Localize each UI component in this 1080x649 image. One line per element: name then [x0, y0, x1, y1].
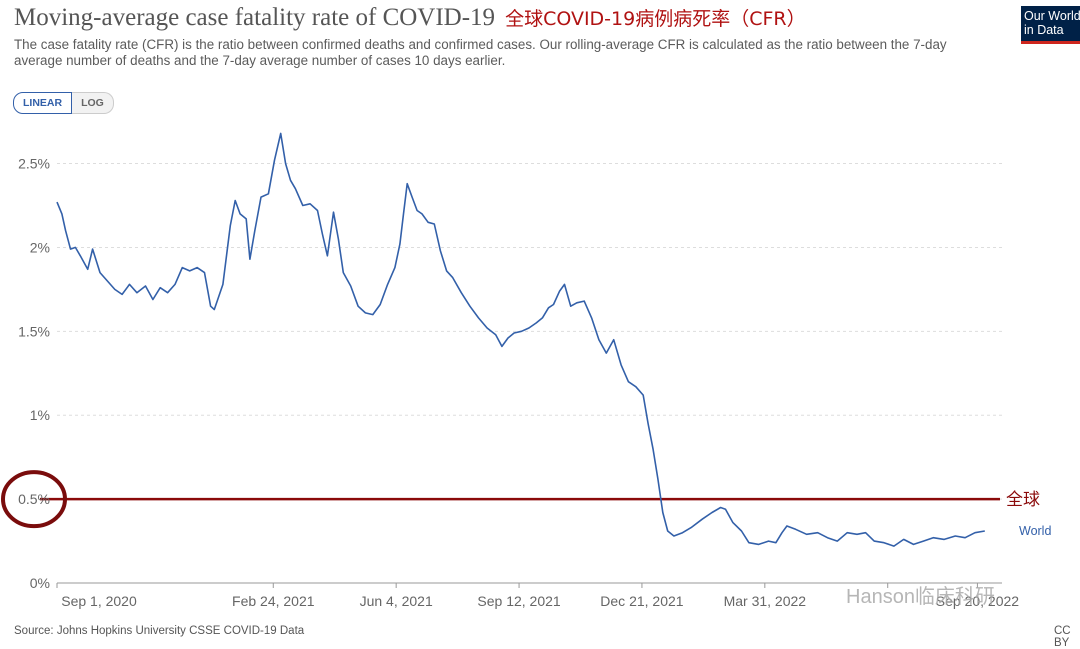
log-scale-button[interactable]: LOG: [72, 92, 114, 114]
reference-layer: 全球: [1, 470, 1040, 529]
chart-subtitle: The case fatality rate (CFR) is the rati…: [14, 37, 947, 68]
grid-layer: [57, 163, 1002, 500]
series-layer: World: [56, 132, 1051, 547]
x-tick-label: Sep 20, 2022: [936, 593, 1020, 609]
x-tick-label: Sep 12, 2021: [477, 593, 561, 609]
annotation-title: 全球COVID-19病例病死率（CFR）: [505, 8, 806, 30]
highlight-circle: [1, 470, 67, 529]
logo-line-2: in Data: [1024, 23, 1064, 37]
title-row: Moving-average case fatality rate of COV…: [14, 4, 806, 32]
y-tick-label: 0%: [30, 575, 50, 591]
x-tick-label: Dec 21, 2021: [600, 593, 683, 609]
series-label-world: World: [1019, 524, 1051, 538]
scale-toggle: LINEAR LOG: [13, 92, 114, 114]
license-note[interactable]: CC BY: [1054, 625, 1071, 649]
x-tick-label: Mar 31, 2022: [724, 593, 807, 609]
y-tick-label: 2.5%: [18, 156, 50, 172]
logo-line-1: Our World: [1024, 9, 1080, 23]
x-tick-label: Sep 1, 2020: [61, 593, 137, 609]
y-tick-label: 1%: [30, 407, 50, 423]
y-tick-label: 1.5%: [18, 323, 50, 339]
axis-layer: 0% 0.5% 1% 1.5% 2% 2.5% Sep 1, 2020 Feb 24, 202…: [18, 156, 1019, 609]
watermark: Hanson临床科研: [846, 586, 995, 608]
series-line-world[interactable]: [56, 132, 985, 547]
owid-logo[interactable]: Our World in Data: [1021, 6, 1080, 44]
linear-scale-button[interactable]: LINEAR: [13, 92, 73, 114]
source-note[interactable]: Source: Johns Hopkins University CSSE CO…: [14, 625, 305, 637]
y-tick-label: 0.5%: [18, 491, 50, 507]
x-tick-label: Feb 24, 2021: [232, 593, 315, 609]
reference-line-label: 全球: [1006, 490, 1040, 510]
y-tick-label: 2%: [30, 239, 50, 255]
x-tick-label: Jun 4, 2021: [360, 593, 433, 609]
chart-title: Moving-average case fatality rate of COV…: [14, 4, 496, 31]
